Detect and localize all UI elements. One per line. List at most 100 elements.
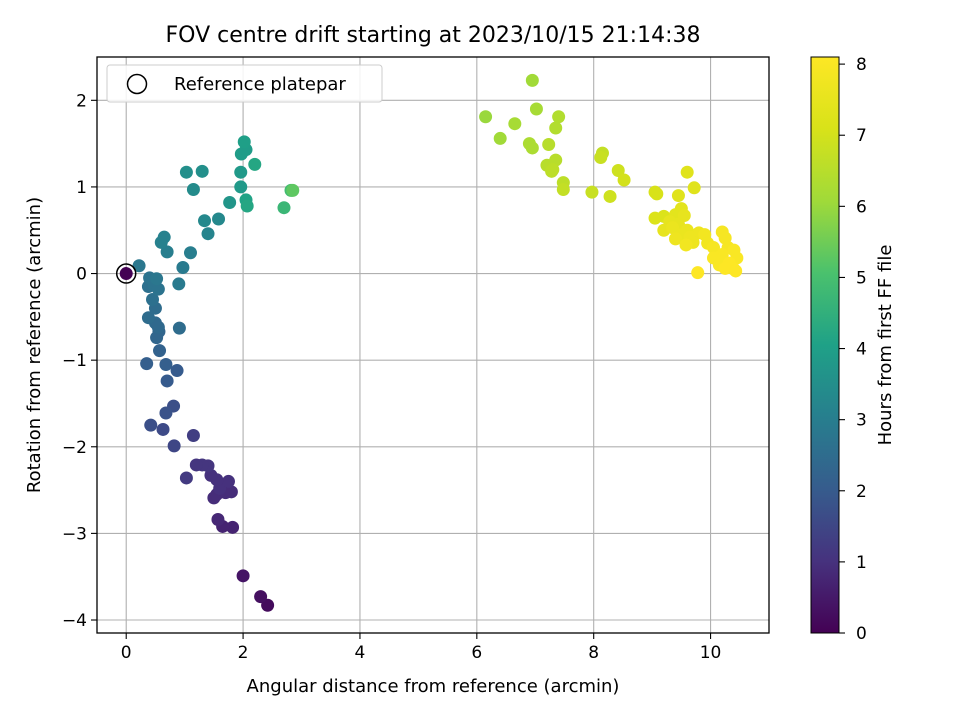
- data-point: [669, 232, 683, 246]
- colorbar-tick-label: 8: [856, 55, 867, 75]
- data-point: [679, 238, 693, 252]
- colorbar-tick-label: 0: [856, 624, 867, 644]
- data-point: [223, 196, 237, 210]
- data-point: [211, 513, 225, 527]
- data-point: [189, 458, 203, 472]
- data-point: [718, 261, 732, 275]
- colorbar-tick-label: 6: [856, 197, 867, 217]
- data-point: [236, 569, 250, 583]
- y-tick-label: 1: [76, 178, 87, 198]
- colorbar-tick-label: 1: [856, 553, 867, 573]
- y-tick-label: −2: [62, 438, 87, 458]
- grid: [97, 57, 769, 633]
- data-point: [680, 165, 694, 179]
- data-point: [549, 121, 563, 135]
- data-point: [140, 357, 154, 371]
- y-axis-label: Rotation from reference (arcmin): [24, 197, 45, 493]
- data-point: [617, 173, 631, 187]
- data-point: [729, 264, 743, 278]
- data-point: [234, 165, 248, 179]
- colorbar-tick-label: 2: [856, 482, 867, 502]
- x-tick-label: 8: [588, 643, 599, 663]
- data-point: [529, 102, 543, 116]
- data-point: [176, 260, 190, 274]
- data-point: [221, 474, 235, 488]
- colorbar-tick-label: 4: [856, 340, 867, 360]
- data-point: [261, 598, 275, 612]
- reference-start-point: [119, 267, 133, 281]
- data-point: [666, 221, 680, 235]
- data-point: [159, 406, 173, 420]
- data-point: [146, 293, 160, 307]
- data-point: [545, 164, 559, 178]
- data-point: [542, 137, 556, 151]
- data-point: [650, 187, 664, 201]
- data-point: [157, 230, 171, 244]
- data-point: [525, 141, 539, 155]
- data-point: [508, 117, 522, 131]
- colorbar-tick-label: 7: [856, 126, 867, 146]
- data-point: [212, 212, 226, 226]
- data-point: [183, 246, 197, 260]
- colorbar-label: Hours from first FF file: [875, 245, 896, 446]
- data-point: [172, 321, 186, 335]
- data-point: [195, 164, 209, 178]
- data-point: [159, 357, 173, 371]
- data-point: [198, 214, 212, 228]
- data-point: [156, 422, 170, 436]
- colorbar-gradient: [810, 56, 840, 634]
- data-point: [226, 520, 240, 534]
- x-tick-label: 6: [471, 643, 482, 663]
- data-point: [254, 590, 268, 604]
- data-points: [115, 73, 744, 612]
- data-point: [201, 227, 215, 241]
- data-point: [493, 131, 507, 145]
- data-point: [603, 189, 617, 203]
- data-point: [479, 110, 493, 124]
- reference-platepar-marker: [115, 263, 137, 284]
- colorbar: 0 1 2 3 4 5 6 7 8 Hours from first FF file: [810, 55, 896, 644]
- colorbar-ticks: 0 1 2 3 4 5 6 7 8: [839, 55, 867, 644]
- y-tick-label: 0: [76, 265, 87, 285]
- data-point: [687, 181, 701, 195]
- data-point: [172, 277, 186, 291]
- data-point: [160, 245, 174, 259]
- colorbar-tick-label: 3: [856, 411, 867, 431]
- data-point: [277, 201, 291, 215]
- data-point: [150, 272, 164, 286]
- data-point: [237, 135, 251, 149]
- data-point: [144, 418, 158, 432]
- y-axis-ticks: −4 −3 −2 −1 0 1 2: [62, 91, 97, 631]
- data-point: [552, 110, 566, 124]
- data-point: [132, 259, 146, 273]
- data-point: [240, 199, 254, 213]
- data-point: [594, 150, 608, 164]
- data-point: [706, 241, 720, 255]
- chart-title: FOV centre drift starting at 2023/10/15 …: [166, 23, 701, 48]
- x-tick-label: 2: [238, 643, 249, 663]
- data-point: [186, 429, 200, 443]
- data-point: [525, 73, 539, 87]
- data-point: [224, 485, 238, 499]
- data-point: [151, 282, 165, 296]
- data-point: [248, 157, 262, 171]
- x-axis-label: Angular distance from reference (arcmin): [247, 676, 620, 697]
- plot-frame: [96, 56, 770, 634]
- data-point: [186, 183, 200, 197]
- data-point: [179, 471, 193, 485]
- data-point: [141, 311, 155, 325]
- data-point: [170, 364, 184, 378]
- data-point: [286, 183, 300, 197]
- legend: Reference platepar: [106, 64, 383, 103]
- data-point: [611, 163, 625, 177]
- data-point: [160, 374, 174, 388]
- legend-label-reference: Reference platepar: [174, 74, 346, 95]
- y-tick-label: −3: [62, 524, 87, 544]
- x-tick-label: 4: [355, 643, 366, 663]
- legend-marker-reference: [126, 73, 148, 95]
- data-point: [671, 189, 685, 203]
- data-point: [167, 439, 181, 453]
- data-point: [556, 183, 570, 197]
- data-point: [153, 344, 167, 358]
